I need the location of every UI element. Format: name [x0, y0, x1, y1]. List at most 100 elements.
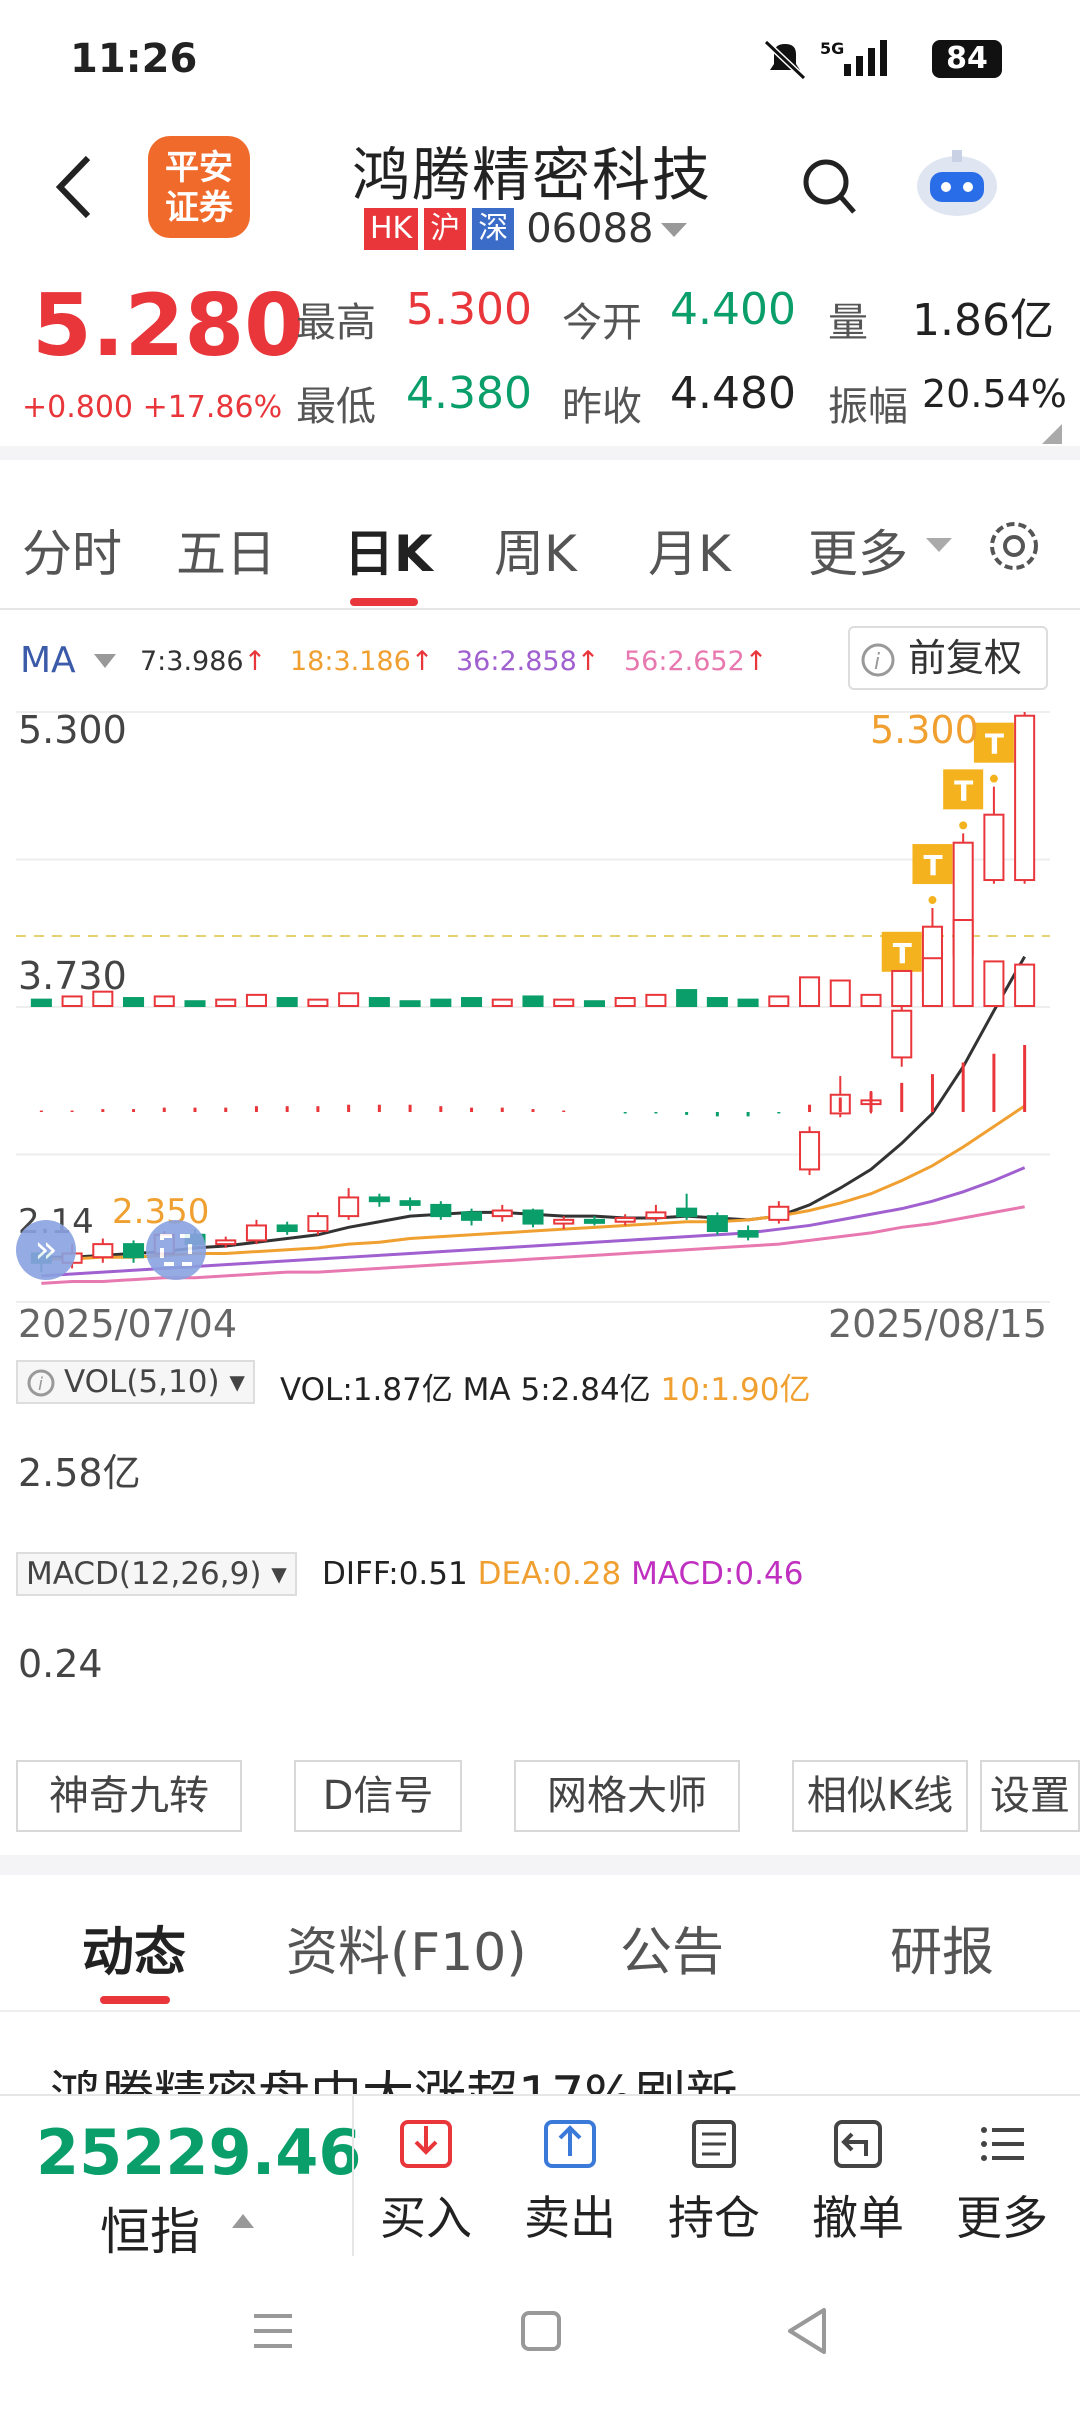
info-icon: i — [27, 1369, 55, 1397]
tab-announcements[interactable]: 公告 — [620, 1923, 725, 1983]
index-value[interactable]: 25229.46 — [36, 2116, 362, 2189]
prev-close-label: 昨收 — [562, 384, 642, 430]
volume-bar — [737, 998, 759, 1008]
volume-bar — [768, 995, 790, 1008]
volume-bar — [368, 997, 390, 1008]
candle-body — [399, 1200, 421, 1206]
market-tag-sh: 沪 — [424, 208, 467, 250]
back-nav-icon[interactable] — [784, 2306, 830, 2356]
volume-bar — [614, 997, 636, 1008]
market-tag-sz: 深 — [472, 208, 515, 250]
tab-intraday[interactable]: 分时 — [22, 525, 122, 583]
chevron-down-icon[interactable] — [659, 219, 689, 239]
volume-bar — [583, 1000, 605, 1008]
fullscreen-icon[interactable] — [146, 1220, 206, 1280]
home-icon[interactable] — [518, 2308, 564, 2354]
tab-more[interactable]: 更多 — [808, 525, 908, 583]
back-icon[interactable] — [50, 152, 100, 222]
candle-body — [706, 1215, 728, 1233]
prev-close-value: 4.480 — [670, 368, 796, 419]
adjust-mode-button[interactable]: i 前复权 — [848, 626, 1048, 690]
more-button[interactable]: 更多 — [942, 2116, 1062, 2248]
ma7-value: 7:3.986 — [140, 646, 244, 677]
volume-bar — [153, 995, 175, 1008]
broker-logo-text: 平安 证券 — [165, 148, 233, 228]
signal-t-marker — [973, 722, 1014, 763]
status-time: 11:26 — [70, 36, 198, 82]
recent-apps-icon[interactable] — [250, 2308, 296, 2354]
candle-body — [338, 1196, 360, 1218]
volume-bar — [891, 969, 913, 1007]
candle-body — [645, 1211, 667, 1219]
signal-icon — [844, 40, 887, 76]
cancel-order-icon — [834, 2120, 882, 2168]
macd-diff: DIFF:0.51 — [322, 1556, 468, 1592]
market-tag-hk: HK — [364, 208, 419, 250]
tab-weekly-k[interactable]: 周K — [494, 525, 577, 583]
positions-button[interactable]: 持仓 — [654, 2116, 774, 2248]
ma-selector[interactable]: MA — [20, 640, 76, 681]
x-axis-start-date: 2025/07/04 — [18, 1302, 238, 1346]
amplitude-label: 振幅 — [828, 384, 908, 430]
search-icon[interactable] — [800, 156, 860, 220]
volume-bar — [30, 998, 52, 1008]
change-percent: +17.86% — [142, 390, 283, 425]
tab-news[interactable]: 动态 — [82, 1923, 187, 1983]
candle-body — [215, 1239, 237, 1246]
signal-t-label: T — [954, 774, 973, 807]
signal-dot — [989, 774, 998, 783]
tab-research[interactable]: 研报 — [890, 1923, 995, 1983]
gear-icon[interactable] — [984, 516, 1044, 576]
y-axis-top-label: 5.300 — [18, 708, 127, 752]
candle-body — [92, 1243, 114, 1259]
vol-indicator-selector[interactable]: i VOL(5,10) ▾ — [16, 1360, 255, 1404]
status-icons: 5G — [763, 39, 887, 81]
index-name[interactable]: 恒指 — [100, 2203, 200, 2261]
vol-value: VOL:1.87亿 — [280, 1372, 453, 1408]
signal-t-marker — [943, 769, 984, 810]
stock-name: 鸿腾精密科技 — [352, 141, 713, 209]
candle-body — [891, 1009, 913, 1059]
expand-left-icon[interactable]: » — [16, 1220, 76, 1280]
robot-assistant-icon[interactable] — [912, 144, 1002, 224]
high-value: 5.300 — [406, 284, 532, 335]
tab-f10[interactable]: 资料(F10) — [286, 1923, 527, 1983]
volume-bar — [307, 998, 329, 1008]
chevron-down-icon[interactable] — [92, 652, 118, 670]
chevron-up-icon[interactable] — [230, 2212, 256, 2230]
stock-header: 平安 证券 鸿腾精密科技 HK 沪 深 06088 — [0, 120, 1080, 270]
tool-d-signal[interactable]: D信号 — [294, 1760, 462, 1832]
chevron-down-icon[interactable] — [924, 536, 954, 556]
macd-indicator-selector[interactable]: MACD(12,26,9) ▾ — [16, 1552, 297, 1596]
low-label: 最低 — [296, 384, 376, 430]
high-label: 最高 — [296, 300, 376, 346]
volume-bar — [430, 998, 452, 1008]
expand-corner-icon[interactable] — [1040, 422, 1064, 446]
ma-line-ma56 — [41, 1205, 1025, 1285]
network-type-label: 5G — [820, 39, 844, 58]
tool-similar-k[interactable]: 相似K线 — [792, 1760, 968, 1832]
sell-button[interactable]: 卖出 — [510, 2116, 630, 2248]
buy-label: 买入 — [380, 2191, 472, 2245]
bar-divider — [352, 2096, 354, 2256]
tab-daily-k[interactable]: 日K — [344, 525, 433, 583]
market-tags[interactable]: HK 沪 深 06088 — [364, 206, 689, 252]
volume-value: 1.86亿 — [912, 295, 1054, 346]
kline-chart-area[interactable]: MA 7:3.986↑ 18:3.186↑ 36:2.858↑ 56:2.652… — [0, 612, 1080, 1747]
buy-button[interactable]: 买入 — [366, 2116, 486, 2248]
macd-dea: DEA:0.28 — [477, 1556, 622, 1592]
volume-bar — [706, 997, 728, 1008]
tool-settings[interactable]: 设置 — [980, 1760, 1080, 1832]
volume-bar — [399, 1000, 421, 1008]
tab-five-day[interactable]: 五日 — [176, 525, 276, 583]
tab-monthly-k[interactable]: 月K — [648, 525, 731, 583]
ma56-legend: 56:2.652↑ — [624, 646, 768, 677]
adjust-mode-label: 前复权 — [908, 636, 1023, 680]
cancel-order-button[interactable]: 撤单 — [798, 2116, 918, 2248]
positions-label: 持仓 — [668, 2191, 760, 2245]
system-nav-bar — [0, 2264, 1080, 2412]
tool-grid-master[interactable]: 网格大师 — [514, 1760, 740, 1832]
ma-line-ma36 — [41, 1166, 1026, 1278]
vol-legend: VOL:1.87亿 MA 5:2.84亿 10:1.90亿 — [280, 1364, 810, 1409]
tool-magic-nine[interactable]: 神奇九转 — [16, 1760, 242, 1832]
